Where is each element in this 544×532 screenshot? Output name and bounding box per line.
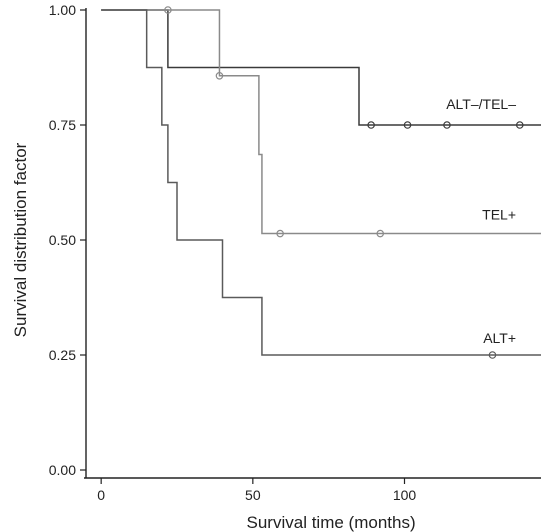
censor-mark: [215, 71, 224, 80]
censor-mark: [515, 121, 524, 129]
censor-mark: [403, 121, 412, 129]
series-2: TEL+: [101, 6, 541, 238]
censor-mark: [276, 229, 284, 238]
series-layer: ALT–/TEL– TEL+ ALT+: [101, 6, 541, 359]
censor-mark: [443, 121, 451, 129]
y-tick-label: 0.25: [49, 347, 76, 363]
axes: 0.00 0.25 0.50 0.75 1.00 0 50 100: [49, 2, 541, 503]
x-tick-label: 50: [245, 487, 261, 503]
x-axis-title: Survival time (months): [247, 513, 416, 532]
series-label: TEL+: [482, 207, 516, 223]
y-tick-label: 0.00: [49, 462, 76, 478]
series-line: [101, 9, 541, 235]
y-tick-label: 0.50: [49, 232, 76, 248]
series-1: ALT–/TEL–: [101, 9, 541, 129]
censor-mark: [376, 229, 385, 238]
series-label: ALT+: [483, 330, 516, 346]
censor-mark: [164, 6, 172, 14]
series-label: ALT–/TEL–: [446, 96, 516, 112]
y-tick-label: 0.75: [49, 117, 76, 133]
censor-mark: [367, 121, 375, 129]
y-axis-title: Survival distribution factor: [11, 142, 30, 337]
x-tick-label: 100: [393, 487, 417, 503]
series-3: ALT+: [101, 9, 541, 359]
x-tick-label: 0: [97, 487, 105, 503]
censor-mark: [488, 351, 497, 359]
y-tick-label: 1.00: [49, 2, 76, 18]
series-line: [101, 9, 541, 356]
